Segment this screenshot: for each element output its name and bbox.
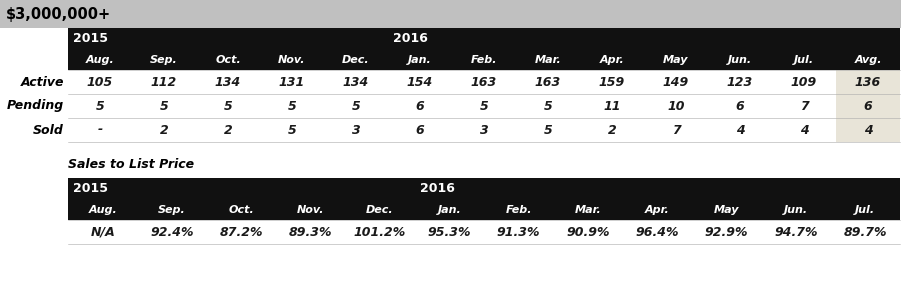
Text: 89.7%: 89.7%: [843, 226, 887, 238]
Text: 96.4%: 96.4%: [635, 226, 679, 238]
Text: 5: 5: [479, 99, 488, 113]
Text: 10: 10: [668, 99, 685, 113]
Text: 11: 11: [604, 99, 621, 113]
Text: 2: 2: [223, 124, 232, 136]
Text: $3,000,000+: $3,000,000+: [6, 6, 111, 21]
Bar: [0, 0, 901, 28]
Text: May: May: [714, 205, 740, 215]
Text: Sales to List Price: Sales to List Price: [68, 159, 194, 171]
Text: 149: 149: [663, 76, 689, 88]
Text: N/A: N/A: [90, 226, 115, 238]
Text: 2: 2: [607, 124, 616, 136]
Text: Jan.: Jan.: [408, 55, 432, 65]
Text: Jan.: Jan.: [438, 205, 461, 215]
Text: 7: 7: [671, 124, 680, 136]
Text: 90.9%: 90.9%: [566, 226, 610, 238]
Text: 4: 4: [864, 124, 872, 136]
Bar: [68, 178, 900, 200]
Text: 5: 5: [543, 124, 552, 136]
Text: 163: 163: [535, 76, 561, 88]
Text: Aug.: Aug.: [86, 55, 114, 65]
Text: 6: 6: [864, 99, 872, 113]
Text: 2015: 2015: [73, 182, 108, 196]
Text: Sold: Sold: [33, 124, 64, 136]
Text: 5: 5: [543, 99, 552, 113]
Text: May: May: [663, 55, 688, 65]
Text: Avg.: Avg.: [854, 55, 882, 65]
Text: Pending: Pending: [6, 99, 64, 113]
Text: 2016: 2016: [393, 32, 428, 46]
Text: 7: 7: [799, 99, 808, 113]
Text: Aug.: Aug.: [88, 205, 117, 215]
Text: Apr.: Apr.: [600, 55, 624, 65]
Text: 136: 136: [855, 76, 881, 88]
Text: Mar.: Mar.: [534, 55, 561, 65]
Text: Nov.: Nov.: [278, 55, 305, 65]
Text: Dec.: Dec.: [342, 55, 369, 65]
Text: 87.2%: 87.2%: [220, 226, 263, 238]
Text: 5: 5: [287, 99, 296, 113]
Text: 5: 5: [223, 99, 232, 113]
Text: 5: 5: [351, 99, 360, 113]
Text: Jul.: Jul.: [855, 205, 876, 215]
Bar: [68, 200, 900, 220]
Bar: [836, 118, 900, 142]
Text: Active: Active: [21, 76, 64, 88]
Text: Feb.: Feb.: [470, 55, 497, 65]
Text: 95.3%: 95.3%: [428, 226, 471, 238]
Bar: [836, 70, 900, 94]
Text: 163: 163: [471, 76, 497, 88]
Text: 109: 109: [791, 76, 817, 88]
Text: Sep.: Sep.: [158, 205, 186, 215]
Text: 91.3%: 91.3%: [497, 226, 541, 238]
Text: 94.7%: 94.7%: [774, 226, 818, 238]
Text: 105: 105: [86, 76, 114, 88]
Text: 2015: 2015: [73, 32, 108, 46]
Text: 6: 6: [735, 99, 744, 113]
Text: 5: 5: [287, 124, 296, 136]
Text: Feb.: Feb.: [505, 205, 532, 215]
Text: -: -: [97, 124, 103, 136]
Text: Apr.: Apr.: [645, 205, 669, 215]
Text: 2016: 2016: [420, 182, 454, 196]
Text: 5: 5: [159, 99, 168, 113]
Text: 6: 6: [415, 99, 424, 113]
Text: 92.9%: 92.9%: [705, 226, 749, 238]
Text: 92.4%: 92.4%: [150, 226, 194, 238]
Text: 101.2%: 101.2%: [354, 226, 406, 238]
Text: Oct.: Oct.: [215, 55, 241, 65]
Text: Sep.: Sep.: [150, 55, 177, 65]
Text: 89.3%: 89.3%: [289, 226, 332, 238]
Text: 5: 5: [96, 99, 105, 113]
Bar: [68, 50, 900, 70]
Text: Jun.: Jun.: [728, 55, 752, 65]
Bar: [68, 28, 900, 50]
Text: Nov.: Nov.: [297, 205, 324, 215]
Text: 4: 4: [799, 124, 808, 136]
Text: 159: 159: [599, 76, 625, 88]
Text: Jul.: Jul.: [794, 55, 815, 65]
Text: 4: 4: [735, 124, 744, 136]
Text: 154: 154: [407, 76, 433, 88]
Text: Mar.: Mar.: [575, 205, 601, 215]
Text: 2: 2: [159, 124, 168, 136]
Bar: [836, 94, 900, 118]
Text: 3: 3: [479, 124, 488, 136]
Text: 123: 123: [727, 76, 753, 88]
Text: 112: 112: [150, 76, 177, 88]
Text: 131: 131: [279, 76, 305, 88]
Text: 6: 6: [415, 124, 424, 136]
Text: Oct.: Oct.: [229, 205, 254, 215]
Text: 134: 134: [343, 76, 369, 88]
Text: 134: 134: [214, 76, 241, 88]
Text: Jun.: Jun.: [784, 205, 808, 215]
Text: 3: 3: [351, 124, 360, 136]
Text: Dec.: Dec.: [366, 205, 394, 215]
